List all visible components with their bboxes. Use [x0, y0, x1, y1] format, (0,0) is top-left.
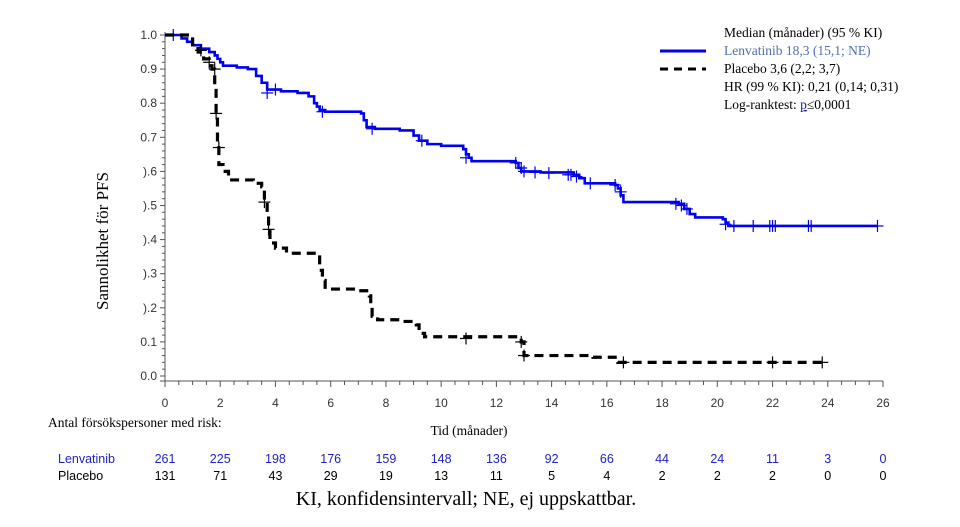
- at-risk-table: Lenvatinib 261 225 198 176 159 148 136 92 66 44 24 1…: [58, 452, 887, 483]
- at-risk-value: 29: [324, 469, 338, 483]
- at-risk-value: 3: [824, 452, 831, 466]
- at-risk-value: 66: [600, 452, 614, 466]
- at-risk-value: 4: [603, 469, 610, 483]
- at-risk-value: 159: [375, 452, 396, 466]
- at-risk-value: 43: [269, 469, 283, 483]
- y-tick-label: 0.8: [140, 96, 157, 110]
- at-risk-value: 0: [824, 469, 831, 483]
- y-tick-label: ).4: [143, 233, 157, 247]
- at-risk-value: 13: [434, 469, 448, 483]
- at-risk-row-label: Lenvatinib: [58, 452, 115, 466]
- y-tick-label: 0.0: [140, 369, 157, 383]
- legend-note-0: HR (99 % KI): 0,21 (0,14; 0,31): [724, 79, 898, 94]
- legend-entry-0: Lenvatinib 18,3 (15,1; NE): [724, 43, 871, 58]
- x-tick-label: 26: [876, 396, 890, 410]
- at-risk-value: 0: [880, 452, 887, 466]
- x-tick-label: 14: [545, 396, 559, 410]
- x-tick-label: 24: [821, 396, 835, 410]
- y-tick-label: 0.1: [140, 335, 157, 349]
- legend-note-1: Log-ranktest: p≤0,0001: [724, 97, 851, 112]
- at-risk-value: 44: [655, 452, 669, 466]
- at-risk-value: 2: [659, 469, 666, 483]
- at-risk-value: 5: [548, 469, 555, 483]
- x-tick-label: 20: [711, 396, 725, 410]
- legend-entry-1: Placebo 3,6 (2,2; 3,7): [724, 61, 840, 76]
- at-risk-value: 148: [431, 452, 452, 466]
- at-risk-value: 136: [486, 452, 507, 466]
- x-axis-label: Tid (månader): [430, 423, 507, 438]
- x-tick-label: 18: [655, 396, 669, 410]
- at-risk-value: 198: [265, 452, 286, 466]
- at-risk-value: 92: [545, 452, 559, 466]
- x-tick-label: 2: [217, 396, 224, 410]
- curve-placebo: [165, 33, 823, 364]
- at-risk-value: 131: [155, 469, 176, 483]
- survival-curves: [165, 29, 884, 369]
- at-risk-value: 0: [880, 469, 887, 483]
- x-tick-label: 12: [490, 396, 504, 410]
- at-risk-value: 261: [155, 452, 176, 466]
- y-tick-label: 0.9: [140, 62, 157, 76]
- footnote: KI, konfidensintervall; NE, ej uppskattb…: [296, 488, 636, 510]
- at-risk-value: 71: [213, 469, 227, 483]
- y-tick-label: 0.7: [140, 130, 157, 144]
- at-risk-title: Antal försökspersoner med risk:: [48, 415, 222, 430]
- x-tick-label: 8: [383, 396, 390, 410]
- x-tick-label: 16: [600, 396, 614, 410]
- at-risk-value: 2: [714, 469, 721, 483]
- at-risk-value: 11: [490, 469, 503, 483]
- x-tick-label: 10: [434, 396, 448, 410]
- at-risk-value: 176: [320, 452, 341, 466]
- at-risk-value: 2: [769, 469, 776, 483]
- legend: Median (månader) (95 % KI) Lenvatinib 18,…: [660, 25, 898, 112]
- x-tick-label: 6: [327, 396, 334, 410]
- at-risk-value: 225: [210, 452, 231, 466]
- at-risk-row-label: Placebo: [58, 469, 103, 483]
- legend-header: Median (månader) (95 % KI): [724, 25, 882, 40]
- y-tick-label: ).6: [143, 164, 157, 178]
- y-tick-label: ).5: [143, 199, 157, 213]
- x-tick-label: 0: [162, 396, 169, 410]
- y-tick-label: ).3: [143, 267, 157, 281]
- at-risk-value: 19: [379, 469, 393, 483]
- at-risk-value: 24: [710, 452, 724, 466]
- y-axis-label: Sannolikhet för PFS: [93, 172, 112, 310]
- y-tick-label: 1.0: [140, 28, 157, 42]
- x-tick-label: 4: [272, 396, 279, 410]
- y-tick-label: ).2: [143, 301, 157, 315]
- x-tick-label: 22: [766, 396, 780, 410]
- at-risk-value: 11: [766, 452, 779, 466]
- axes: 0.00.1).2).3).4).5).60.70.80.91.00 2 4 6 8 10…: [140, 28, 890, 410]
